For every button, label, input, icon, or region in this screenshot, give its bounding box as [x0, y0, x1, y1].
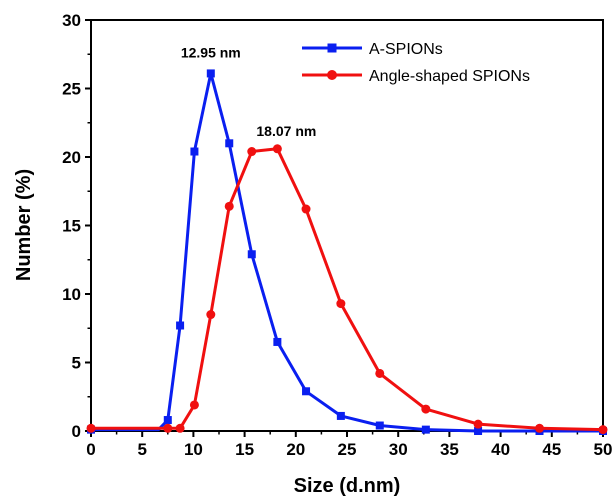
y-tick-label: 15 [62, 217, 81, 236]
x-tick-label: 50 [594, 440, 613, 459]
data-point [190, 147, 199, 156]
data-point [375, 421, 384, 430]
data-point [301, 204, 311, 214]
data-point [225, 139, 234, 148]
y-axis-title: Number (%) [13, 169, 35, 281]
series-layer [86, 69, 608, 435]
data-point [421, 425, 430, 434]
legend: A-SPIONs Angle-shaped SPIONs [302, 41, 530, 85]
legend-label: Angle-shaped SPIONs [369, 68, 530, 85]
data-point [163, 416, 172, 425]
legend-label: A-SPIONs [369, 41, 443, 58]
x-tick-label: 35 [440, 440, 459, 459]
x-tick-label: 10 [184, 440, 203, 459]
data-point [375, 368, 385, 378]
series-2 [86, 144, 608, 435]
y-tick-label: 0 [72, 422, 81, 441]
y-tick-label: 20 [62, 148, 81, 167]
legend-marker [327, 70, 337, 80]
data-point [336, 299, 346, 309]
data-point [86, 423, 96, 433]
series-line [91, 147, 604, 432]
data-point [421, 404, 431, 414]
data-point [163, 423, 173, 433]
data-point [302, 387, 311, 396]
peak-annotation: 12.95 nm [181, 44, 241, 60]
series-line [91, 71, 603, 433]
data-point [175, 423, 185, 433]
data-point [272, 144, 282, 154]
x-tick-label: 20 [286, 440, 305, 459]
data-point [474, 427, 483, 435]
y-tick-label: 30 [62, 11, 81, 30]
peak-annotation: 18.07 nm [256, 123, 316, 139]
x-tick-label: 45 [542, 440, 561, 459]
data-point [206, 310, 216, 320]
x-tick-label: 40 [491, 440, 510, 459]
data-point [473, 419, 483, 429]
legend-marker [327, 43, 337, 53]
data-point [224, 201, 234, 211]
data-point [176, 321, 185, 330]
data-point [535, 423, 545, 433]
data-point [247, 147, 257, 157]
ticks: 0 5 10 15 20 25 30 35 40 45 50 0 5 10 15 20 25 30 [62, 11, 612, 459]
data-point [273, 337, 282, 346]
series-1 [87, 69, 607, 435]
x-tick-label: 0 [86, 440, 95, 459]
data-point [598, 425, 608, 435]
y-tick-label: 25 [62, 80, 81, 99]
x-tick-label: 25 [338, 440, 357, 459]
x-tick-label: 5 [137, 440, 146, 459]
y-tick-label: 5 [72, 354, 81, 373]
annotations: 12.95 nm 18.07 nm [181, 44, 316, 138]
data-point [189, 400, 199, 410]
x-axis-title: Size (d.nm) [294, 475, 401, 497]
data-point [336, 411, 345, 420]
data-point [247, 250, 256, 259]
y-tick-label: 10 [62, 285, 81, 304]
data-point [206, 69, 215, 78]
x-tick-label: 30 [389, 440, 408, 459]
x-tick-label: 15 [235, 440, 254, 459]
